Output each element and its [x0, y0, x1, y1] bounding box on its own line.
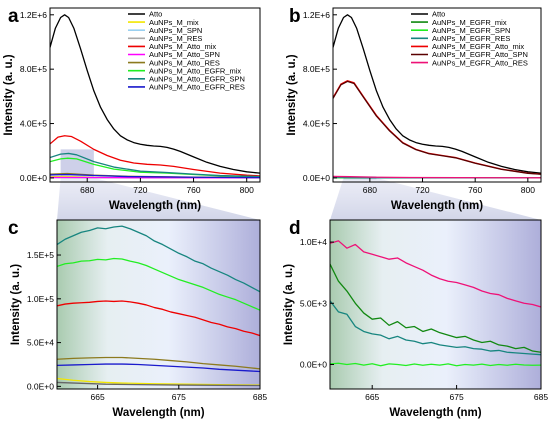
zoom-background: [57, 220, 260, 389]
x-axis-label: Wavelength (nm): [389, 407, 481, 419]
series-line-2: [330, 300, 541, 356]
plot-frame: [49, 7, 261, 183]
legend-entry: AuNPs_M_SPN: [149, 26, 202, 35]
series-line-1: [57, 257, 260, 311]
y-tick-label: 1.0E+5: [27, 294, 54, 304]
legend-entry: AuNPs_M_Atto_EGFR_RES: [149, 83, 245, 92]
y-tick-label: 0.0E+0: [20, 173, 47, 183]
series-line-6: [333, 175, 541, 179]
series-line-6: [57, 381, 260, 387]
legend-entry: AuNPs_M_Atto_EGFR_mix: [149, 66, 241, 75]
x-tick-label: 760: [186, 185, 200, 195]
series-line-0: [50, 14, 260, 174]
legend-entry: AuNPs_M_Atto_SPN: [149, 50, 220, 59]
legend-entry: AuNPs_M_EGFR_Atto_mix: [432, 42, 524, 51]
panel-letter: b: [289, 6, 301, 27]
legend-entry: AuNPs_M_Atto_mix: [149, 42, 216, 51]
series-line-0: [333, 14, 541, 174]
series-line-0: [330, 240, 541, 308]
y-axis-label: Intensity (a. u.): [10, 264, 22, 345]
legend-entry: AuNPs_M_EGFR_mix: [432, 18, 507, 27]
panel-c: 665 675 685 0.0E+0 5.0E+4 1.0E+5 1.5E+5 Wavelen…: [8, 218, 267, 419]
zoom-connectors: [57, 177, 541, 220]
y-tick-label: 8.0E+5: [20, 64, 47, 74]
panel-d: 665 675 685 0.0E+0 5.0E+3 1.0E+4 Wavelength (n…: [283, 218, 548, 419]
x-axis-label: Wavelength (nm): [112, 407, 204, 419]
series-line-4: [333, 80, 541, 175]
legend-entry: AuNPs_M_EGFR_Atto_SPN: [432, 50, 528, 59]
x-tick-label: 680: [80, 185, 94, 195]
plot-frame: [329, 219, 542, 390]
series-group: [330, 240, 541, 367]
y-axis-label: Intensity (a. u.): [286, 54, 298, 135]
x-tick-label: 720: [133, 185, 147, 195]
zoom-connector: [330, 177, 541, 220]
legend: AttoAuNPs_M_mixAuNPs_M_SPNAuNPs_M_RESAuN…: [128, 10, 245, 92]
series-line-4: [57, 363, 260, 373]
series-line-9: [50, 173, 260, 179]
x-tick-label: 680: [363, 185, 377, 195]
panel-b: 680 720 760 800 0.0E+0 4.0E+5 8.0E+5 1.2E+6 Wave…: [286, 6, 542, 212]
y-tick-label: 4.0E+5: [20, 119, 47, 129]
legend-entry: AuNPs_M_EGFR_RES: [432, 34, 510, 43]
y-tick-label: 1.0E+4: [300, 237, 327, 247]
x-tick-label: 675: [172, 392, 186, 402]
x-tick-label: 685: [534, 392, 548, 402]
legend-entry: AuNPs_M_EGFR_Atto_RES: [432, 58, 528, 67]
legend-entry: Atto: [149, 10, 162, 19]
y-tick-label: 8.0E+5: [303, 64, 330, 74]
x-tick-label: 800: [521, 185, 535, 195]
series-line-1: [330, 263, 541, 353]
legend: AttoAuNPs_M_EGFR_mixAuNPs_M_EGFR_SPNAuNP…: [411, 10, 528, 67]
legend-entry: AuNPs_M_Atto_RES: [149, 58, 220, 67]
x-tick-label: 665: [365, 392, 379, 402]
x-tick-label: 720: [415, 185, 429, 195]
legend-entry: AuNPs_M_EGFR_SPN: [432, 26, 510, 35]
legend-entry: AuNPs_M_Atto_EGFR_SPN: [149, 75, 245, 84]
panel-letter: c: [8, 218, 19, 239]
zoom-connector: [57, 177, 260, 220]
y-tick-label: 4.0E+5: [303, 119, 330, 129]
x-axis-label: Wavelength (nm): [391, 200, 483, 212]
y-tick-label: 5.0E+3: [300, 298, 327, 308]
series-line-0: [57, 225, 260, 293]
y-axis-label: Intensity (a. u.): [3, 54, 15, 135]
panel-a: 680 720 760 800 0.0E+0 4.0E+5 8.0E+5 1.2E+6 Wave…: [3, 6, 261, 212]
series-line-5: [57, 377, 260, 386]
panel-letter: d: [289, 218, 301, 239]
y-tick-label: 1.2E+6: [303, 10, 330, 20]
series-group: [50, 14, 260, 179]
y-tick-label: 0.0E+0: [300, 360, 327, 370]
y-tick-label: 1.2E+6: [20, 10, 47, 20]
series-line-2: [57, 300, 260, 337]
legend-entry: AuNPs_M_RES: [149, 34, 202, 43]
x-tick-label: 665: [91, 392, 105, 402]
series-line-4: [50, 135, 260, 177]
series-line-5: [333, 80, 541, 175]
x-tick-label: 760: [468, 185, 482, 195]
legend-entry: Atto: [432, 10, 445, 19]
y-tick-label: 0.0E+0: [27, 381, 54, 391]
plot-frame: [332, 7, 542, 183]
y-tick-label: 0.0E+0: [303, 173, 330, 183]
y-tick-label: 1.5E+5: [27, 250, 54, 260]
series-line-3: [57, 356, 260, 370]
panel-letter: a: [8, 6, 19, 27]
plot-frame: [56, 219, 261, 390]
series-line-8: [50, 152, 260, 178]
series-group: [333, 14, 541, 179]
x-tick-label: 685: [253, 392, 267, 402]
x-axis-label: Wavelength (nm): [109, 200, 201, 212]
zoom-background: [330, 220, 541, 389]
x-tick-label: 675: [450, 392, 464, 402]
y-tick-label: 5.0E+4: [27, 338, 54, 348]
series-group: [57, 225, 260, 387]
legend-entry: AuNPs_M_mix: [149, 18, 199, 27]
y-axis-label: Intensity (a. u.): [283, 264, 295, 345]
series-line-3: [330, 362, 541, 367]
x-tick-label: 800: [240, 185, 254, 195]
